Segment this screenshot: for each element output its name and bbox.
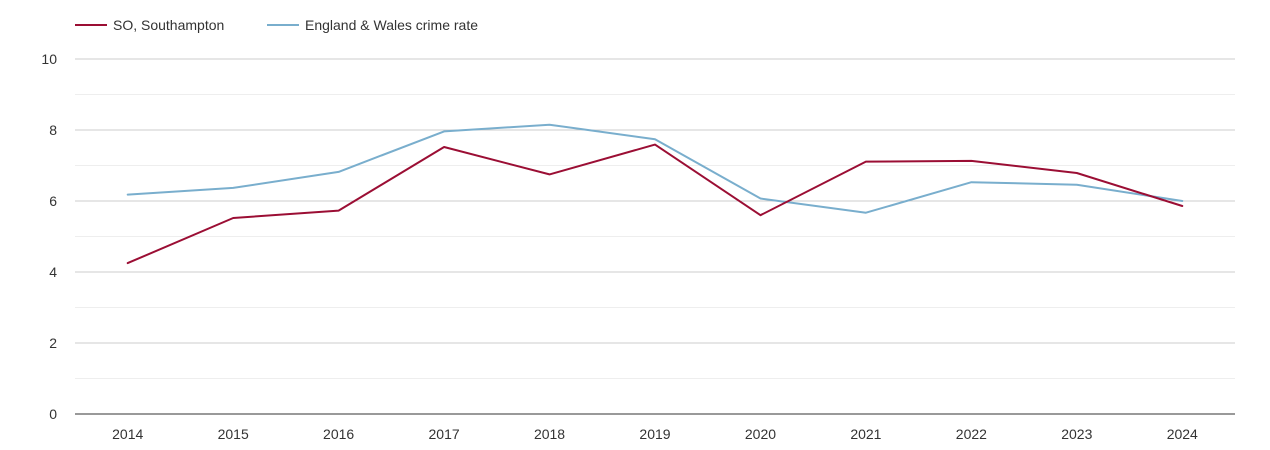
y-tick-label: 8 [49, 122, 57, 138]
y-tick-label: 6 [49, 193, 57, 209]
x-tick-label: 2021 [850, 426, 881, 442]
y-tick-label: 10 [41, 51, 57, 67]
legend-label: SO, Southampton [113, 17, 224, 33]
y-tick-label: 0 [49, 406, 57, 422]
legend: SO, Southampton England & Wales crime rat… [75, 17, 478, 33]
series-line-1 [126, 123, 1184, 214]
x-tick-label: 2022 [956, 426, 987, 442]
x-tick-label: 2017 [429, 426, 460, 442]
axes: 0 2 4 6 8 10 2014 2015 2016 2017 2018 2019 2020 2021 2… [41, 51, 1235, 442]
x-tick-label: 2020 [745, 426, 776, 442]
x-tick-label: 2024 [1167, 426, 1198, 442]
x-tick-label: 2014 [112, 426, 143, 442]
legend-label: England & Wales crime rate [305, 17, 478, 33]
y-tick-label: 2 [49, 335, 57, 351]
x-tick-label: 2015 [218, 426, 249, 442]
series-layer [126, 123, 1184, 265]
x-tick-label: 2023 [1061, 426, 1092, 442]
x-tick-label: 2018 [534, 426, 565, 442]
x-tick-label: 2016 [323, 426, 354, 442]
series-line-0 [126, 143, 1184, 265]
x-tick-label: 2019 [639, 426, 670, 442]
y-tick-label: 4 [49, 264, 57, 280]
grid-lines [75, 58, 1235, 379]
